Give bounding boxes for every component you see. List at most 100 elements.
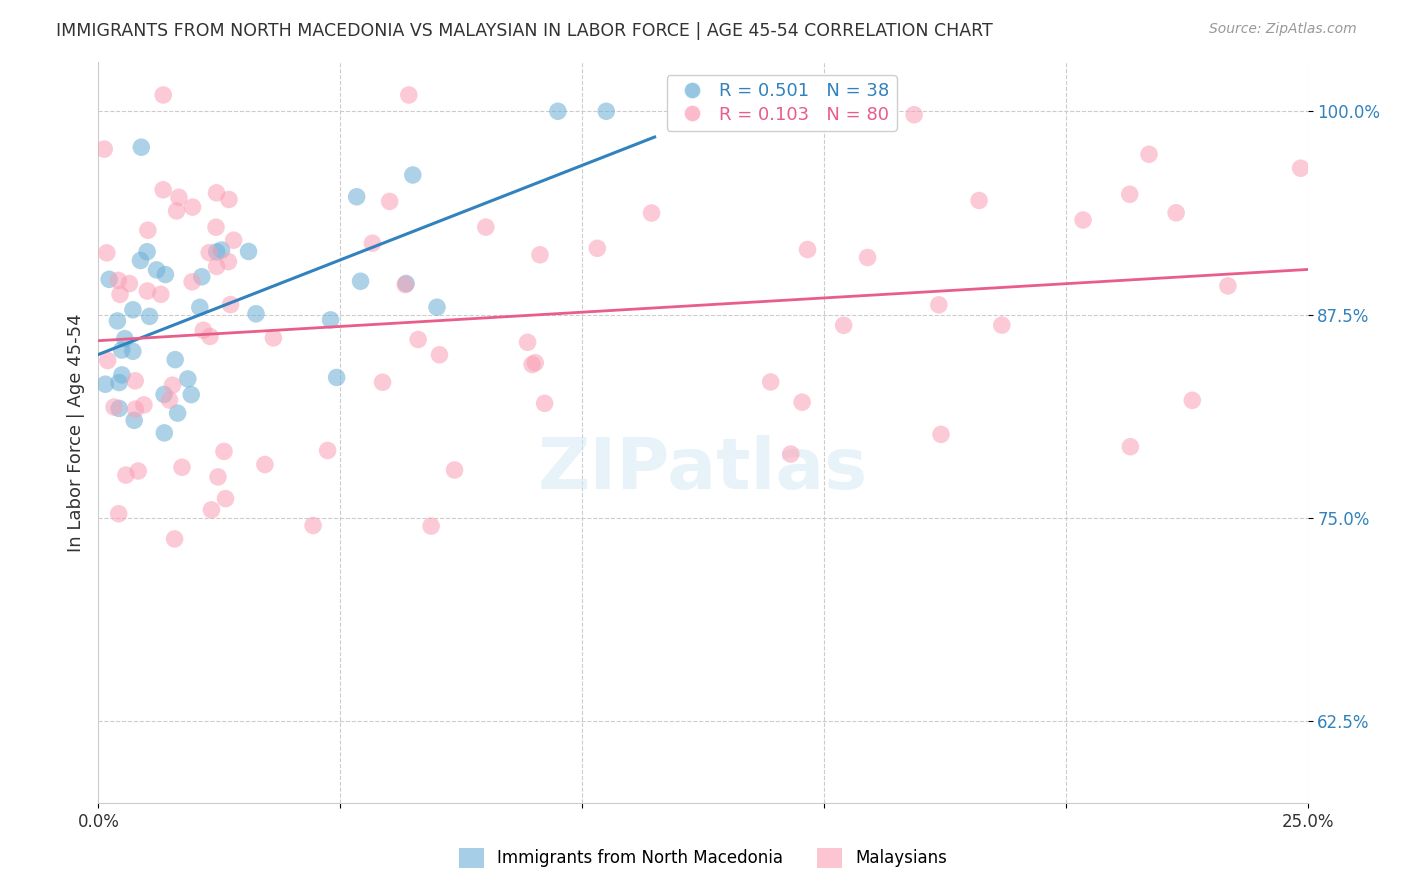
Point [103,400,125,414]
Point [903,108,925,122]
Point [520,358,543,372]
Point [832,318,855,333]
Point [124,402,146,417]
Point [94,377,117,392]
Point [238,244,260,259]
Point [524,356,547,370]
Point [406,333,429,347]
Point [97,353,120,368]
Point [790,395,813,409]
Legend: Immigrants from North Macedonia, Malaysians: Immigrants from North Macedonia, Malaysi… [453,841,953,875]
Point [253,458,276,472]
Point [149,287,172,301]
Point [533,396,555,410]
Point [796,243,818,257]
Point [127,464,149,478]
Point [325,370,347,384]
Point [152,87,174,102]
Point [205,186,228,200]
Point [162,378,184,392]
Point [1071,213,1094,227]
Point [426,300,449,314]
Point [166,203,188,218]
Text: Source: ZipAtlas.com: Source: ZipAtlas.com [1209,22,1357,37]
Point [222,233,245,247]
Point [111,368,134,382]
Point [205,260,228,274]
Point [193,323,215,337]
Point [402,168,425,182]
Point [429,348,451,362]
Point [245,307,267,321]
Point [443,463,465,477]
Point [207,470,229,484]
Point [395,277,418,291]
Point [1119,440,1142,454]
Point [219,298,242,312]
Point [595,104,617,119]
Point [1119,187,1142,202]
Point [188,301,211,315]
Point [547,104,569,119]
Point [856,251,879,265]
Point [115,468,138,483]
Point [205,220,228,235]
Point [165,352,187,367]
Point [218,193,240,207]
Point [145,263,167,277]
Point [1166,206,1188,220]
Point [159,392,181,407]
Point [107,507,129,521]
Point [136,244,159,259]
Point [516,335,538,350]
Point [475,220,498,235]
Legend: R = 0.501   N = 38, R = 0.103   N = 80: R = 0.501 N = 38, R = 0.103 N = 80 [666,75,897,131]
Point [155,268,177,282]
Point [420,519,443,533]
Point [640,206,662,220]
Point [180,387,202,401]
Point [1216,279,1239,293]
Point [167,190,190,204]
Point [378,194,401,209]
Point [108,376,131,390]
Point [928,298,950,312]
Point [262,331,284,345]
Point [124,374,146,388]
Point [200,503,222,517]
Point [586,241,609,255]
Point [1137,147,1160,161]
Point [129,140,152,154]
Point [111,343,134,357]
Point [93,142,115,156]
Point [212,444,235,458]
Point [136,223,159,237]
Point [129,253,152,268]
Point [349,274,371,288]
Point [138,310,160,324]
Point [929,427,952,442]
Point [118,277,141,291]
Point [529,248,551,262]
Point [198,329,221,343]
Point [779,447,801,461]
Point [1181,393,1204,408]
Point [107,314,129,328]
Point [122,413,145,427]
Point [114,332,136,346]
Point [177,372,200,386]
Point [214,491,236,506]
Point [153,425,176,440]
Point [98,272,121,286]
Y-axis label: In Labor Force | Age 45-54: In Labor Force | Age 45-54 [66,313,84,552]
Point [166,406,188,420]
Point [181,200,204,214]
Point [170,460,193,475]
Point [361,236,384,251]
Point [316,443,339,458]
Point [191,269,214,284]
Text: IMMIGRANTS FROM NORTH MACEDONIA VS MALAYSIAN IN LABOR FORCE | AGE 45-54 CORRELAT: IMMIGRANTS FROM NORTH MACEDONIA VS MALAY… [56,22,993,40]
Point [371,376,394,390]
Point [136,284,159,298]
Point [394,277,416,292]
